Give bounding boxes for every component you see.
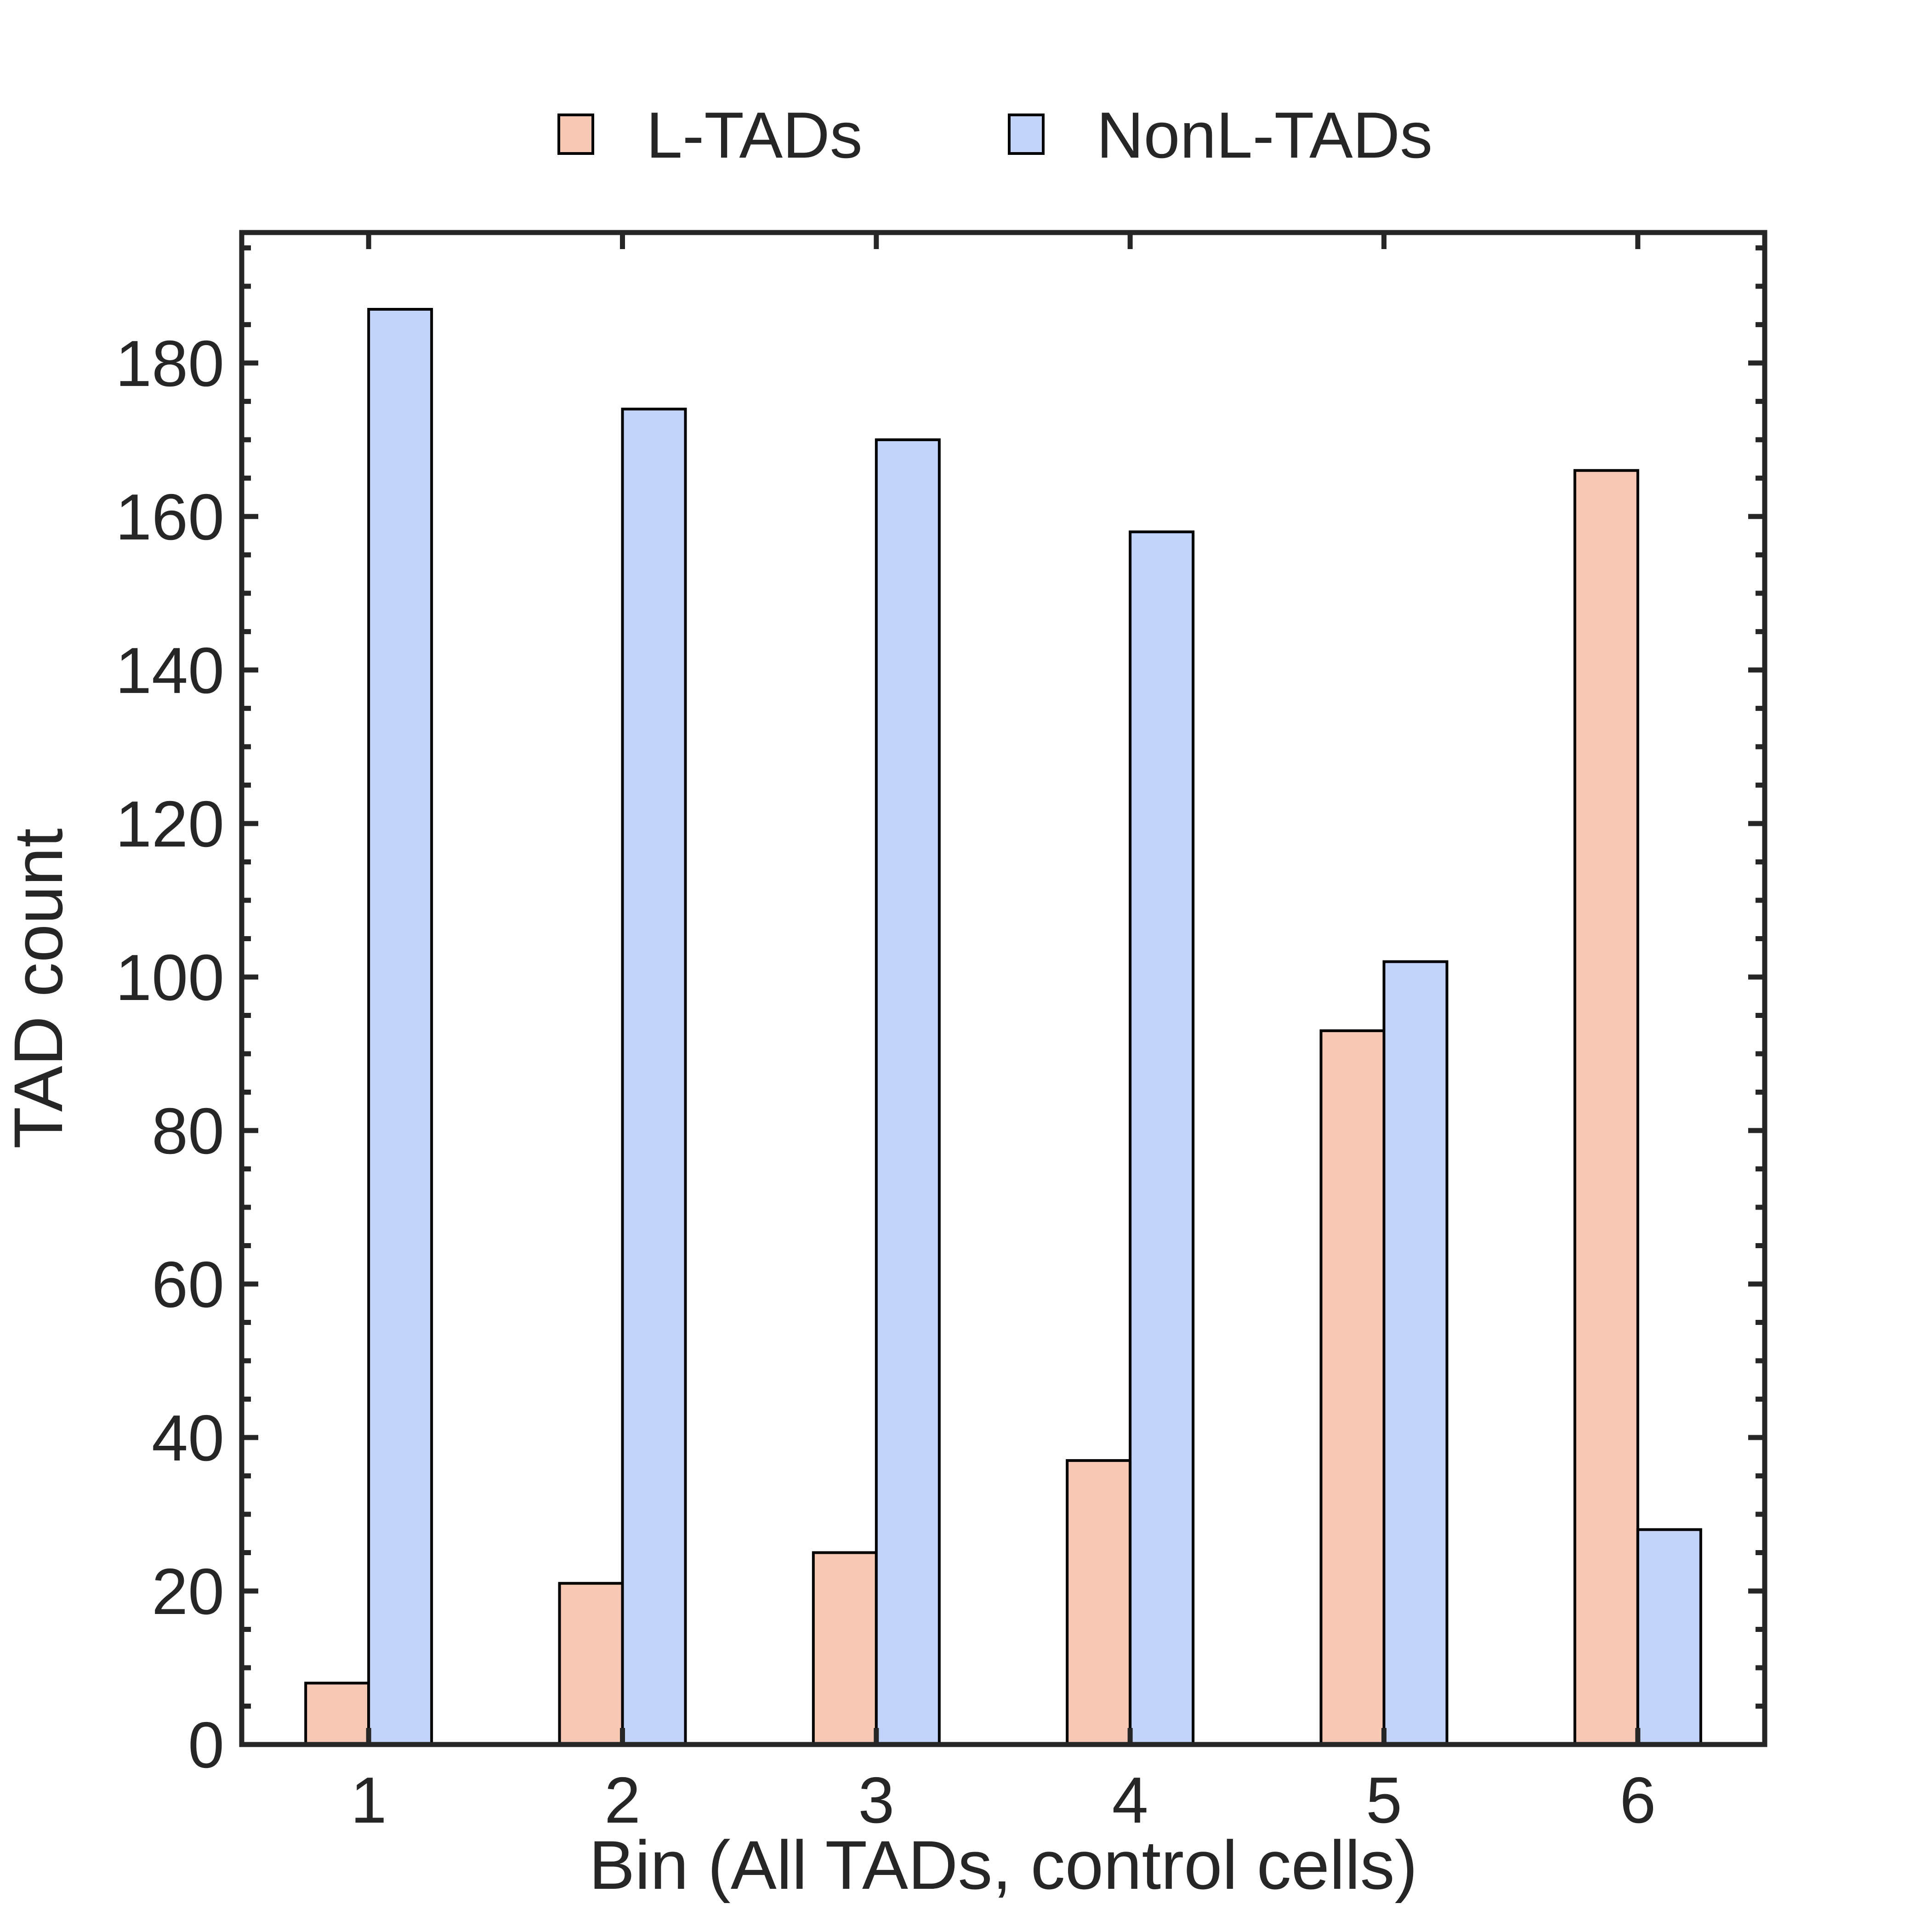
bar-l-tads-bin-2 [558,1582,624,1746]
y-tick-label: 140 [115,634,224,707]
bar-nonl-tads-bin-6 [1636,1528,1702,1746]
legend-swatch-nonl-tads [1008,114,1045,155]
y-tick-label: 0 [188,1709,224,1782]
y-tick-label: 40 [152,1402,224,1475]
bar-nonl-tads-bin-1 [367,308,433,1746]
legend-label-l-tads: L-TADs [646,99,863,172]
x-axis-label: Bin (All TADs, control cells) [589,1826,1417,1904]
x-tick-label: 4 [1112,1764,1148,1837]
legend-label-nonl-tads: NonL-TADs [1097,99,1432,172]
bar-l-tads-bin-4 [1066,1459,1132,1746]
plot-frame [239,230,1767,1747]
y-tick-label: 160 [115,481,224,554]
bar-nonl-tads-bin-5 [1382,960,1449,1746]
tick-labels-group: 0 20 40 60 80 100 120 140 160 180 1 2 3 4 5 6 [115,327,1656,1837]
bar-l-tads-bin-1 [304,1682,370,1746]
legend: L-TADs NonL-TADs [557,99,1432,172]
y-tick-label: 80 [152,1095,224,1168]
bar-l-tads-bin-6 [1573,469,1639,1746]
bar-l-tads-bin-5 [1319,1029,1386,1746]
bar-nonl-tads-bin-3 [875,438,941,1746]
x-tick-label: 2 [604,1764,641,1837]
y-tick-label: 20 [152,1555,224,1628]
x-tick-label: 1 [351,1764,387,1837]
x-tick-label: 5 [1366,1764,1402,1837]
y-tick-label: 120 [115,788,224,861]
bars-group [304,308,1702,1746]
bar-nonl-tads-bin-2 [621,408,687,1746]
y-tick-label: 60 [152,1248,224,1321]
legend-swatch-l-tads [557,114,594,155]
y-tick-label: 180 [115,327,224,400]
x-tick-label: 3 [858,1764,894,1837]
y-axis-label: TAD count [0,828,77,1149]
ticks-group [242,233,1765,1747]
x-tick-label: 6 [1619,1764,1656,1837]
bar-l-tads-bin-3 [812,1551,878,1746]
bar-nonl-tads-bin-4 [1129,530,1195,1746]
y-tick-label: 100 [115,941,224,1014]
